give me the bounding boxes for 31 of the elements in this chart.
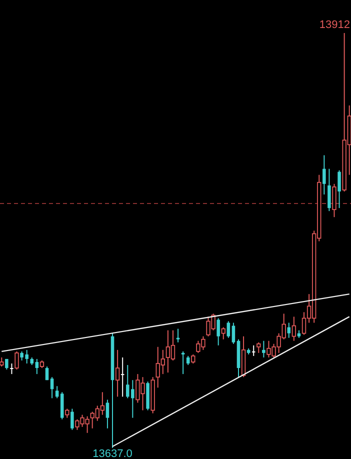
text: 13912 — [319, 19, 350, 31]
candlestick — [181, 350, 185, 375]
candlestick — [14, 350, 19, 370]
candlestick — [287, 322, 291, 338]
candlestick — [338, 170, 341, 209]
candlestick — [322, 154, 326, 195]
candlestick — [65, 408, 70, 418]
candlestick — [332, 183, 336, 218]
candlestick — [0, 356, 4, 368]
candlestick — [262, 340, 266, 358]
candlestick — [256, 342, 261, 354]
candlestick — [70, 408, 74, 430]
candlestick — [50, 376, 54, 399]
candlestick — [292, 316, 296, 342]
candlestick — [115, 349, 120, 398]
candlestick — [106, 399, 110, 429]
candlestick — [120, 356, 124, 398]
annotation: 13637.0 — [92, 448, 132, 459]
candlestick — [226, 320, 230, 338]
candlestick — [45, 366, 49, 381]
candlestick — [176, 328, 180, 343]
candlestick — [191, 354, 196, 364]
candlestick — [10, 362, 14, 375]
candlestick — [55, 386, 59, 399]
candlestick — [252, 344, 256, 356]
candlestick — [221, 326, 226, 340]
candlestick — [216, 318, 220, 346]
candlestick — [186, 355, 190, 366]
candlestick — [328, 168, 331, 212]
candlestick — [35, 358, 39, 375]
candlestick — [232, 322, 236, 344]
